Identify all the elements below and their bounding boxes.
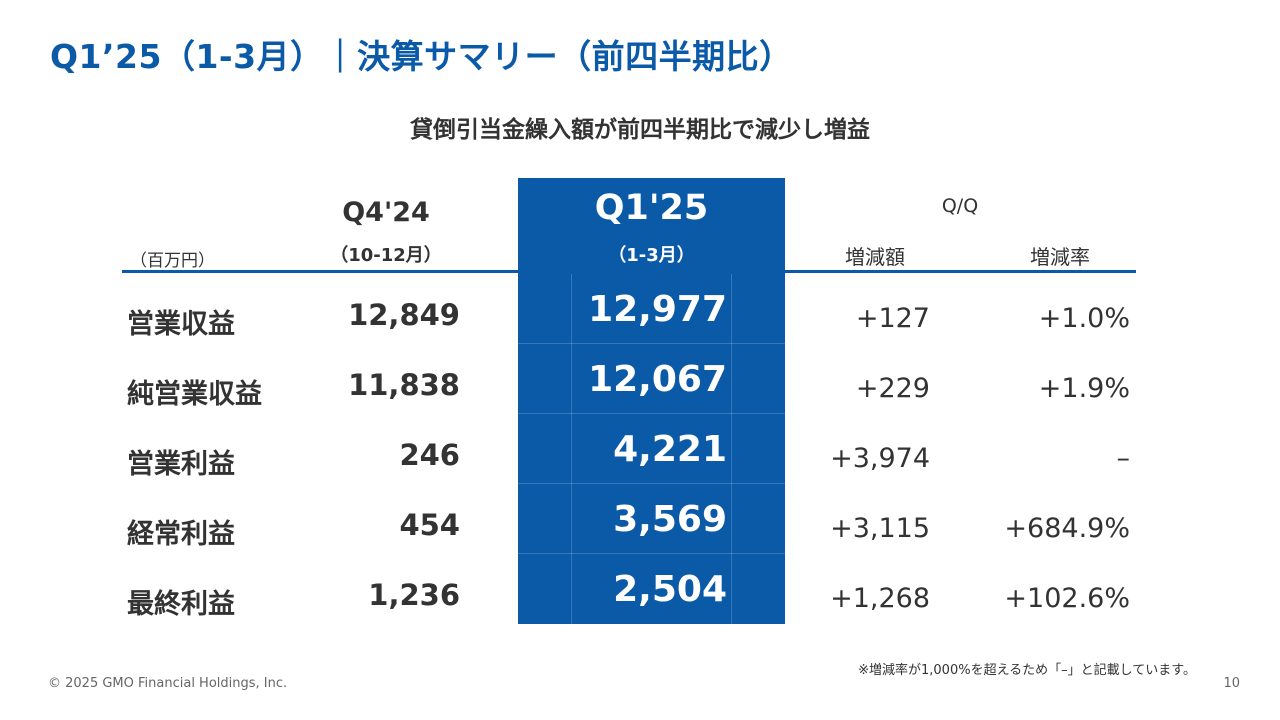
row-value-q4: 246 xyxy=(399,438,460,472)
grid-line xyxy=(518,553,785,554)
grid-line xyxy=(518,413,785,414)
column-subheader-q1: （1-3月） xyxy=(608,245,695,266)
row-value-q4: 12,849 xyxy=(348,298,460,332)
row-value-q1: 12,067 xyxy=(588,359,727,400)
column-subheader-q4: （10-12月） xyxy=(330,245,442,266)
column-header-qq: Q/Q xyxy=(941,195,979,217)
row-value-diff: +229 xyxy=(855,373,930,404)
row-label: 最終利益 xyxy=(127,589,235,620)
row-value-rate: +1.0% xyxy=(1038,303,1130,334)
row-value-q1: 2,504 xyxy=(613,569,727,610)
grid-line xyxy=(571,274,572,624)
row-value-rate: +102.6% xyxy=(1004,583,1130,614)
row-value-rate: – xyxy=(1116,443,1131,474)
footnote: ※増減率が1,000%を超えるため「–」と記載しています。 xyxy=(858,663,1196,678)
row-value-q1: 4,221 xyxy=(613,429,727,470)
row-value-diff: +3,974 xyxy=(830,443,930,474)
row-label: 経常利益 xyxy=(127,519,235,550)
grid-line xyxy=(518,483,785,484)
row-label: 営業収益 xyxy=(127,309,235,340)
row-value-q1: 3,569 xyxy=(613,499,727,540)
row-label: 純営業収益 xyxy=(127,379,262,410)
row-value-q4: 11,838 xyxy=(348,368,460,402)
header-rule xyxy=(122,270,1136,273)
page-title: Q1’25（1-3月）｜決算サマリー（前四半期比） xyxy=(50,37,793,76)
column-header-rate: 増減率 xyxy=(1030,245,1090,269)
unit-label: （百万円） xyxy=(130,251,215,271)
row-value-diff: +1,268 xyxy=(830,583,930,614)
row-value-q1: 12,977 xyxy=(588,289,727,330)
copyright: © 2025 GMO Financial Holdings, Inc. xyxy=(48,676,288,691)
row-label: 営業利益 xyxy=(127,449,235,480)
page-number: 10 xyxy=(1223,676,1240,691)
column-header-q4: Q4'24 xyxy=(342,197,430,228)
row-value-q4: 454 xyxy=(399,508,460,542)
page-subtitle: 貸倒引当金繰入額が前四半期比で減少し増益 xyxy=(410,117,870,143)
row-value-rate: +1.9% xyxy=(1038,373,1130,404)
row-value-diff: +3,115 xyxy=(830,513,930,544)
row-value-rate: +684.9% xyxy=(1004,513,1130,544)
column-header-diff: 増減額 xyxy=(845,245,905,269)
row-value-q4: 1,236 xyxy=(368,578,460,612)
grid-line xyxy=(731,274,732,624)
column-header-q1: Q1'25 xyxy=(594,188,709,228)
highlight-column xyxy=(518,178,785,624)
row-value-diff: +127 xyxy=(855,303,930,334)
grid-line xyxy=(518,343,785,344)
